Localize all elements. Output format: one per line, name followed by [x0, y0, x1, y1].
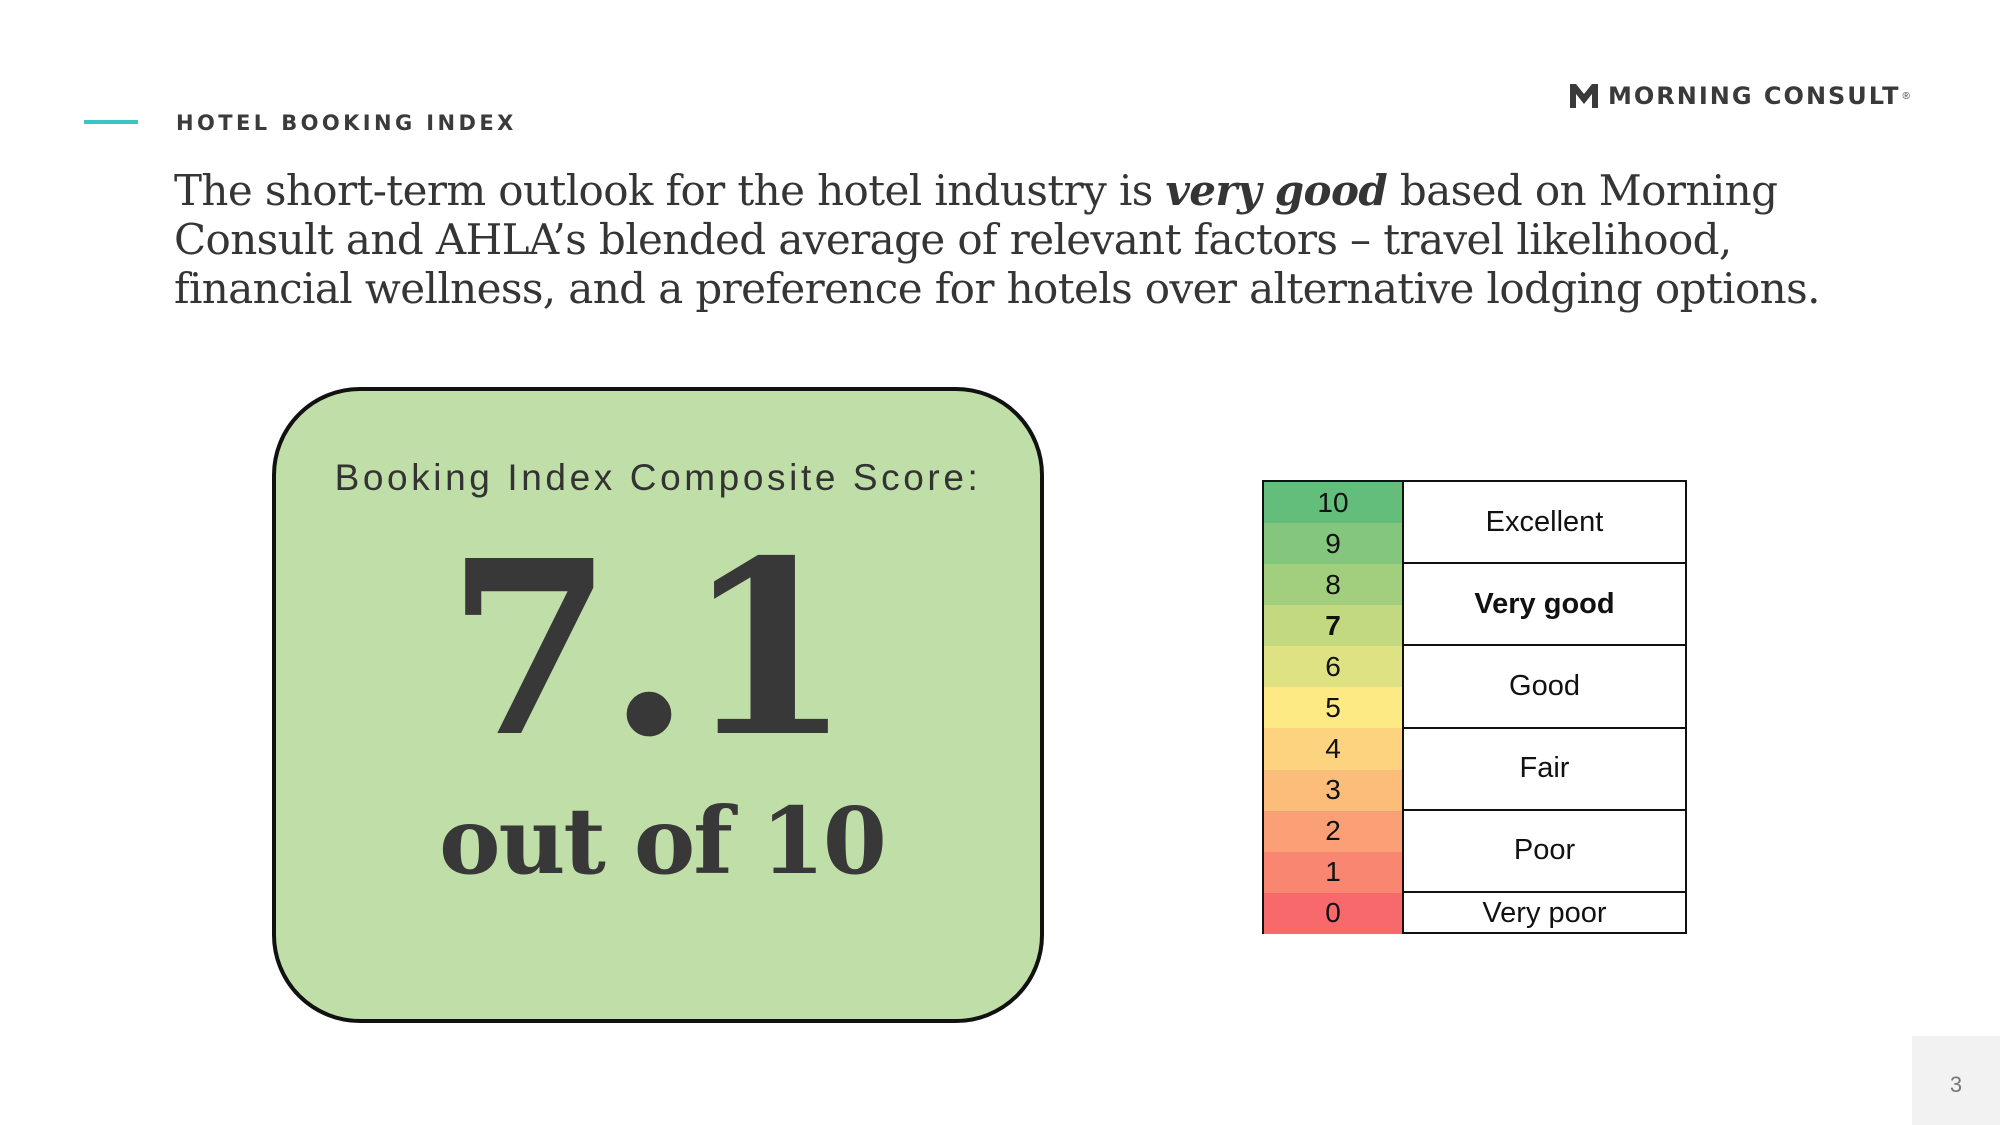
brand-name: MORNING CONSULT	[1608, 82, 1901, 110]
headline-emphasis: very good	[1165, 166, 1388, 215]
rating-scale-table: 10 9 8 7 6 5 4 3 2 1 0 Excellent Very good Good Fair P…	[1262, 480, 1687, 934]
brand-logo: MORNING CONSULT ®	[1568, 80, 1910, 112]
score-out-of: out of 10	[439, 787, 887, 895]
scale-level-5: 5	[1264, 687, 1402, 729]
scale-level-1: 1	[1264, 851, 1402, 893]
composite-score-card: Booking Index Composite Score: 7.1 out o…	[272, 387, 1044, 1023]
composite-score-value: 7.1	[446, 508, 852, 790]
morning-consult-logo-icon	[1570, 84, 1598, 108]
scale-rating-excellent: Excellent	[1404, 482, 1685, 565]
headline-rest: based on Morning Consult and AHLA’s blen…	[174, 166, 1820, 313]
page-number: 3	[1949, 1072, 1963, 1097]
score-card-title: Booking Index Composite Score:	[334, 457, 982, 498]
scale-rating-good: Good	[1404, 646, 1685, 729]
scale-level-9: 9	[1264, 523, 1402, 565]
page-number-box: 3	[1912, 1036, 2000, 1125]
accent-line	[84, 120, 138, 124]
scale-level-3: 3	[1264, 769, 1402, 811]
scale-ratings-column: Excellent Very good Good Fair Poor Very poor	[1404, 482, 1685, 932]
brand-registered-mark: ®	[1902, 90, 1910, 102]
scale-numbers-column: 10 9 8 7 6 5 4 3 2 1 0	[1264, 482, 1404, 934]
scale-rating-poor: Poor	[1404, 811, 1685, 893]
scale-level-6: 6	[1264, 646, 1402, 688]
scale-level-2: 2	[1264, 810, 1402, 852]
section-label: HOTEL BOOKING INDEX	[176, 111, 517, 135]
scale-rating-very-poor: Very poor	[1482, 896, 1607, 929]
scale-rating-very-good: Very good	[1404, 564, 1685, 647]
scale-rating-fair: Fair	[1404, 729, 1685, 811]
headline-lead: The short-term outlook for the hotel ind…	[174, 166, 1166, 215]
scale-level-7: 7	[1264, 605, 1402, 647]
scale-level-10: 10	[1264, 482, 1402, 524]
headline: The short-term outlook for the hotel ind…	[174, 166, 1914, 313]
scale-level-8: 8	[1264, 564, 1402, 606]
scale-level-4: 4	[1264, 728, 1402, 770]
scale-level-0: 0	[1264, 892, 1402, 934]
